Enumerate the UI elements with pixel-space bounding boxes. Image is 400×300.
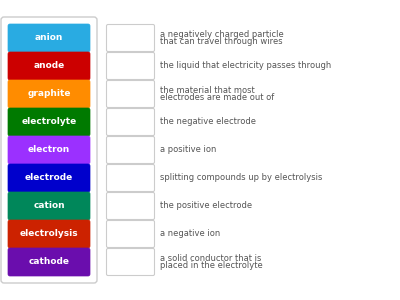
Text: electrolyte: electrolyte — [21, 118, 77, 127]
Text: graphite: graphite — [27, 89, 71, 98]
FancyBboxPatch shape — [106, 25, 154, 52]
FancyBboxPatch shape — [106, 52, 154, 80]
FancyBboxPatch shape — [106, 193, 154, 220]
FancyBboxPatch shape — [106, 164, 154, 191]
Text: the material that most: the material that most — [160, 86, 255, 95]
FancyBboxPatch shape — [106, 220, 154, 248]
Text: splitting compounds up by electrolysis: splitting compounds up by electrolysis — [160, 173, 322, 182]
FancyBboxPatch shape — [8, 136, 90, 164]
Text: a negative ion: a negative ion — [160, 230, 220, 238]
Text: electrode: electrode — [25, 173, 73, 182]
Text: a solid conductor that is: a solid conductor that is — [160, 254, 261, 263]
Text: placed in the electrolyte: placed in the electrolyte — [160, 261, 263, 270]
Text: cation: cation — [33, 202, 65, 211]
FancyBboxPatch shape — [8, 24, 90, 52]
FancyBboxPatch shape — [106, 109, 154, 136]
Text: the negative electrode: the negative electrode — [160, 118, 256, 127]
Text: electrolysis: electrolysis — [20, 230, 78, 238]
FancyBboxPatch shape — [8, 220, 90, 248]
FancyBboxPatch shape — [106, 248, 154, 275]
Text: the positive electrode: the positive electrode — [160, 202, 252, 211]
Text: anode: anode — [33, 61, 65, 70]
FancyBboxPatch shape — [8, 192, 90, 220]
FancyBboxPatch shape — [106, 80, 154, 107]
FancyBboxPatch shape — [8, 80, 90, 108]
FancyBboxPatch shape — [8, 248, 90, 276]
FancyBboxPatch shape — [8, 164, 90, 192]
Text: electron: electron — [28, 146, 70, 154]
Text: electrodes are made out of: electrodes are made out of — [160, 93, 274, 102]
Text: anion: anion — [35, 34, 63, 43]
FancyBboxPatch shape — [8, 108, 90, 136]
FancyBboxPatch shape — [106, 136, 154, 164]
FancyBboxPatch shape — [8, 52, 90, 80]
Text: that can travel through wires: that can travel through wires — [160, 37, 283, 46]
Text: the liquid that electricity passes through: the liquid that electricity passes throu… — [160, 61, 331, 70]
Text: a positive ion: a positive ion — [160, 146, 216, 154]
Text: cathode: cathode — [28, 257, 70, 266]
Text: a negatively charged particle: a negatively charged particle — [160, 30, 284, 39]
